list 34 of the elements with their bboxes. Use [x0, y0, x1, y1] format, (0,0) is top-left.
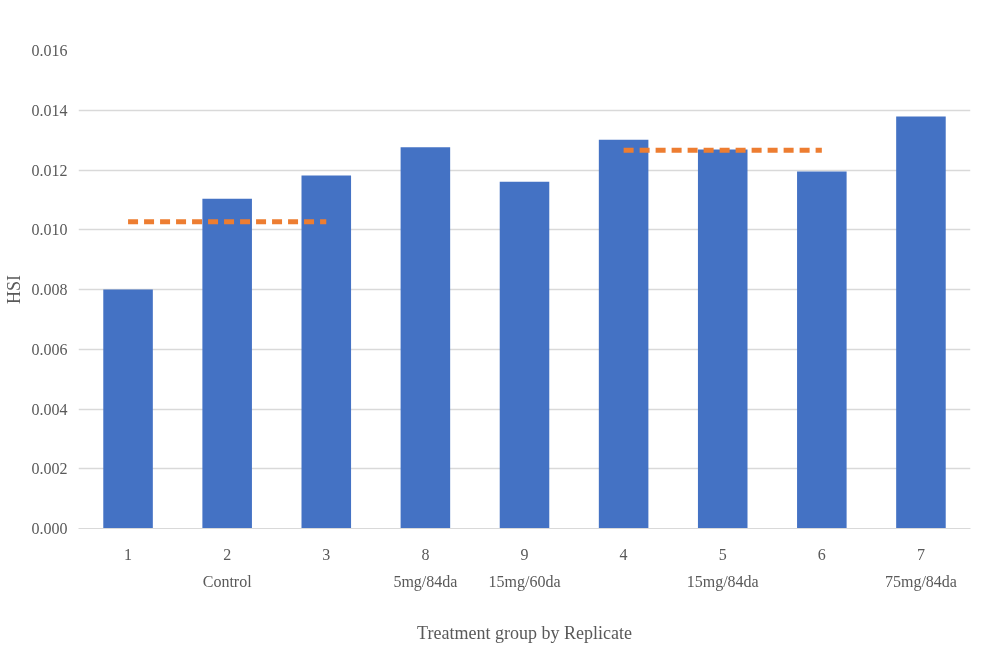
x-axis-title: Treatment group by Replicate — [417, 622, 632, 643]
y-tick-label: 0.006 — [31, 340, 68, 358]
x-tick-label: 2 — [223, 545, 232, 563]
x-tick-label: 7 — [916, 545, 925, 563]
y-tick-label: 0.010 — [31, 221, 68, 239]
x-tick-label: 5 — [718, 545, 727, 563]
x-tick-label: 6 — [817, 545, 826, 563]
x-tick-label: 8 — [421, 545, 430, 563]
x-tick-label: 3 — [322, 545, 331, 563]
bar — [896, 116, 946, 529]
y-tick-label: 0.002 — [31, 460, 68, 478]
y-tick-label: 0.016 — [31, 42, 68, 59]
text: 75mg/84da — [884, 572, 957, 591]
text: Control — [202, 572, 253, 590]
bar — [598, 139, 649, 529]
bar — [400, 147, 451, 529]
bar — [301, 175, 352, 529]
x-tick-label: 1 — [124, 545, 133, 563]
y-tick-label: 0.014 — [31, 101, 68, 119]
bar — [202, 198, 252, 529]
text: 15mg/84da — [686, 572, 759, 591]
bar — [499, 181, 550, 529]
bar — [797, 171, 847, 529]
x-tick-label: 9 — [520, 545, 529, 563]
y-tick-label: 0.008 — [31, 281, 68, 298]
y-tick-label: 0.004 — [31, 400, 68, 418]
x-tick-label: 4 — [619, 545, 628, 563]
y-tick-label: 0.012 — [31, 161, 68, 179]
y-tick-label: 0.000 — [31, 520, 68, 537]
text: 5mg/84da — [393, 572, 458, 591]
text: 15mg/60da — [488, 572, 561, 591]
y-axis-title: HSI — [3, 274, 24, 304]
bar — [697, 149, 748, 529]
bar — [103, 289, 153, 529]
